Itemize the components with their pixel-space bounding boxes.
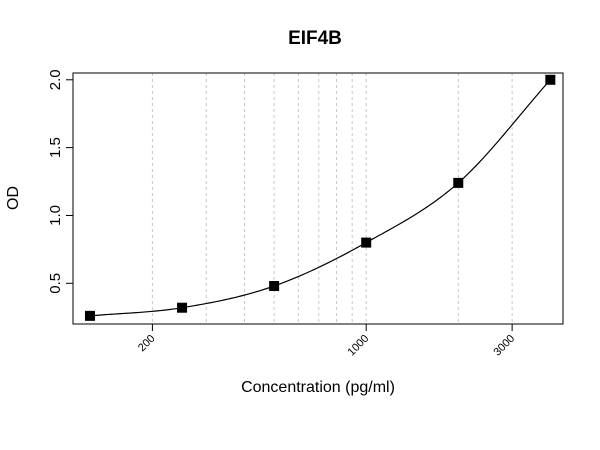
y-axis-label: OD: [5, 186, 22, 210]
x-tick-label: 1000: [346, 333, 372, 359]
x-tick-label: 200: [136, 333, 157, 354]
y-tick-label: 2.0: [47, 69, 64, 90]
x-gridlines: [151, 73, 513, 324]
data-point: [453, 177, 464, 188]
chart-title: EIF4B: [288, 28, 342, 49]
y-axis: 0.5 1.0 1.5 2.0: [47, 69, 73, 294]
x-tick-label: 3000: [491, 333, 517, 359]
fit-curve: [89, 79, 551, 317]
y-tick-label: 0.5: [47, 273, 64, 294]
data-point: [177, 302, 188, 313]
x-axis: 200 1000 3000: [136, 324, 517, 358]
data-point: [269, 281, 280, 292]
y-tick-label: 1.0: [47, 205, 64, 226]
data-point: [361, 237, 372, 248]
data-point: [545, 74, 556, 85]
y-tick-label: 1.5: [47, 137, 64, 158]
plot-frame: [72, 72, 564, 325]
x-axis-label: Concentration (pg/ml): [241, 379, 395, 396]
data-point: [84, 310, 95, 321]
data-points: [84, 74, 556, 321]
